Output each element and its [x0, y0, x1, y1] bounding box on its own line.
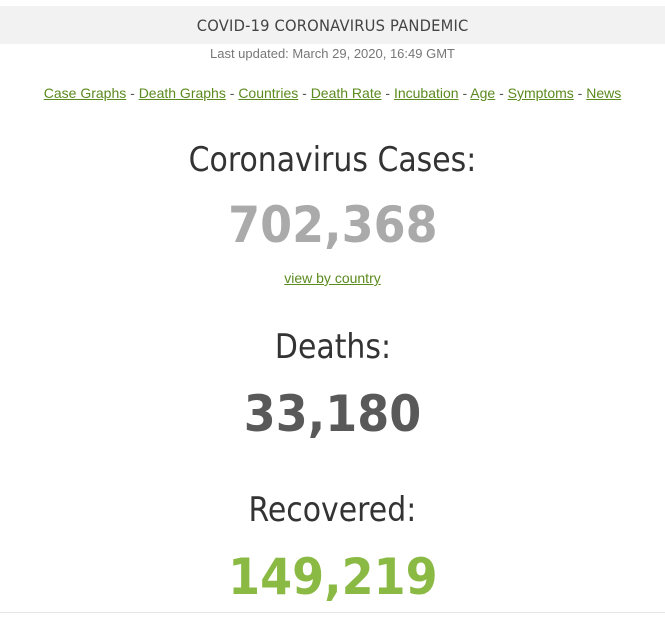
cases-label: Coronavirus Cases:: [188, 140, 477, 180]
nav-link-symptoms[interactable]: Symptoms: [507, 85, 574, 101]
nav-link-age[interactable]: Age: [470, 85, 496, 101]
nav-link-incubation[interactable]: Incubation: [393, 85, 459, 101]
cases-count: 702,368: [227, 196, 438, 254]
nav-link-death-rate[interactable]: Death Rate: [310, 85, 382, 101]
view-by-country-link[interactable]: view by country: [284, 270, 381, 286]
recovered-count: 149,219: [227, 548, 438, 606]
nav-link-news[interactable]: News: [586, 85, 622, 101]
nav-separator: -: [499, 85, 504, 101]
nav-links: Case Graphs - Death Graphs - Countries -…: [0, 85, 665, 101]
header-bar: COVID-19 CORONAVIRUS PANDEMIC: [0, 6, 665, 44]
divider: [0, 612, 665, 613]
deaths-count: 33,180: [243, 385, 422, 443]
deaths-label-block: Deaths:: [0, 327, 665, 367]
cases-label-block: Coronavirus Cases:: [0, 140, 665, 180]
deaths-label: Deaths:: [274, 327, 391, 367]
deaths-value-block: 33,180: [0, 385, 665, 443]
nav-link-case-graphs[interactable]: Case Graphs: [43, 85, 127, 101]
cases-value-block: 702,368: [0, 196, 665, 254]
last-updated-timestamp: Last updated: March 29, 2020, 16:49 GMT: [210, 46, 455, 61]
page-title: COVID-19 CORONAVIRUS PANDEMIC: [196, 15, 469, 35]
nav-separator: -: [577, 85, 583, 101]
recovered-label-block: Recovered:: [0, 490, 665, 530]
nav-link-death-graphs[interactable]: Death Graphs: [138, 85, 226, 101]
nav-separator: -: [130, 85, 135, 101]
nav-separator: -: [385, 85, 391, 101]
recovered-value-block: 149,219: [0, 548, 665, 606]
recovered-label: Recovered:: [248, 490, 417, 530]
nav-link-countries[interactable]: Countries: [238, 85, 299, 101]
nav-separator: -: [229, 85, 235, 101]
nav-separator: -: [462, 85, 468, 101]
nav-separator: -: [302, 85, 307, 101]
view-by-country-block: view by country: [0, 270, 665, 288]
